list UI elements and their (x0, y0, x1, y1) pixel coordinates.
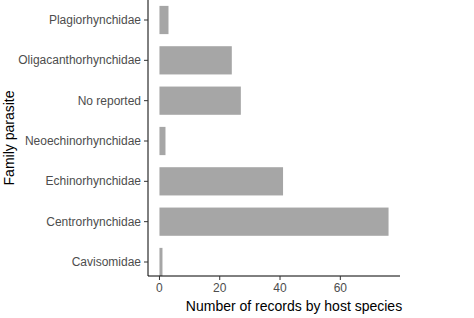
bar (159, 6, 168, 34)
y-tick (144, 181, 148, 182)
bar (159, 87, 240, 115)
x-tick (280, 276, 281, 280)
bar (159, 127, 165, 155)
x-tick-label: 40 (273, 281, 287, 295)
bars (159, 6, 388, 276)
y-tick-label: Centrorhynchidae (46, 215, 141, 229)
y-tick (144, 20, 148, 21)
y-tick (144, 262, 148, 263)
y-tick (144, 221, 148, 222)
x-axis-line (148, 276, 400, 277)
x-tick-label: 20 (213, 281, 227, 295)
y-axis-line (148, 0, 149, 276)
y-tick-label: Oligacanthorhynchidae (18, 53, 141, 67)
x-tick-label: 0 (156, 281, 163, 295)
y-tick (144, 60, 148, 61)
y-tick-label: Neoechinorhynchidae (25, 134, 141, 148)
chart: 0 20 40 60 Plagiorhynchidae Oligacanthorhynch… (0, 0, 474, 318)
bar (159, 208, 388, 236)
bar (159, 248, 162, 276)
bar (159, 167, 283, 195)
x-axis-title: Number of records by host species (186, 298, 402, 314)
y-tick-label: No reported (78, 94, 141, 108)
y-tick-label: Plagiorhynchidae (49, 13, 141, 27)
y-axis-title: Family parasite (1, 90, 17, 185)
chart-svg: 0 20 40 60 Plagiorhynchidae Oligacanthorhynch… (0, 0, 474, 318)
x-tick (159, 276, 160, 280)
y-tick-label: Cavisomidae (72, 255, 142, 269)
y-tick-label: Echinorhynchidae (46, 174, 142, 188)
y-tick (144, 100, 148, 101)
x-tick (219, 276, 220, 280)
y-tick (144, 141, 148, 142)
x-tick (340, 276, 341, 280)
bar (159, 46, 231, 74)
x-tick-label: 60 (334, 281, 348, 295)
